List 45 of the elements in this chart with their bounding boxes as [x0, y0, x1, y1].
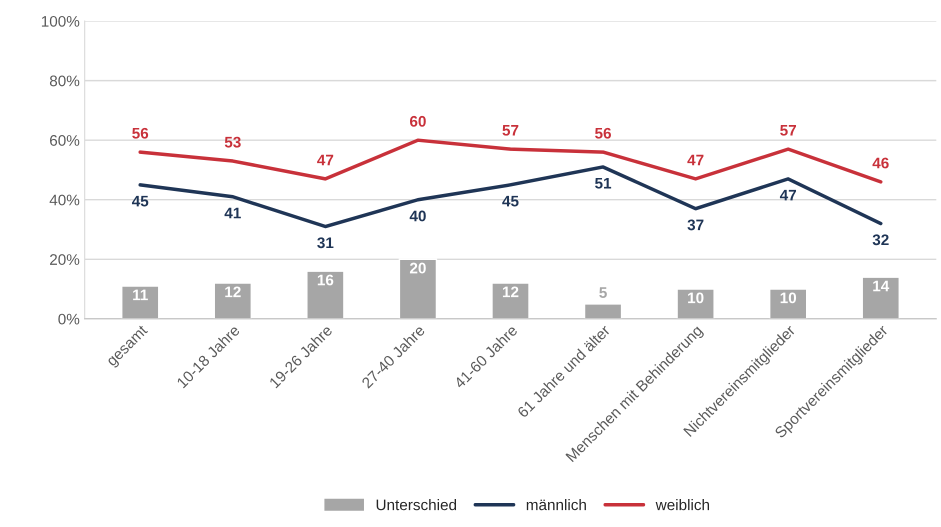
data-label: 20 — [410, 262, 426, 274]
y-tick-label: 40% — [50, 194, 80, 206]
data-label: 47 — [687, 154, 704, 166]
data-label: 56 — [132, 128, 148, 139]
data-label: 47 — [780, 190, 796, 200]
bar — [214, 282, 252, 319]
data-label: 5 — [599, 287, 607, 298]
y-tick-label: 20% — [50, 254, 80, 265]
bar — [306, 270, 345, 319]
data-label: 60 — [410, 116, 426, 127]
data-label: 57 — [502, 125, 518, 136]
data-label: 51 — [595, 178, 612, 189]
y-tick-label: 80% — [50, 76, 80, 86]
data-label: 14 — [873, 280, 890, 292]
data-label: 10 — [688, 292, 704, 304]
data-label: 12 — [502, 286, 518, 298]
data-label: 40 — [410, 210, 426, 222]
data-label: 53 — [224, 136, 241, 148]
data-label: 12 — [225, 286, 241, 298]
legend-label: männlich — [526, 499, 586, 510]
y-tick-label: 100% — [42, 16, 80, 27]
bar — [398, 258, 438, 319]
data-label: 11 — [133, 290, 148, 300]
data-label: 41 — [224, 208, 241, 218]
bar — [768, 288, 808, 319]
bar — [862, 276, 900, 319]
bar — [676, 288, 715, 319]
data-label: 37 — [687, 219, 704, 230]
data-label: 31 — [317, 237, 334, 248]
data-label: 56 — [595, 128, 612, 139]
bar — [584, 303, 622, 319]
data-label: 10 — [780, 292, 796, 304]
data-label: 16 — [318, 274, 334, 286]
legend-label: Unterschied — [376, 499, 456, 510]
y-tick-label: 0% — [58, 314, 80, 325]
legend-label: weiblich — [656, 499, 710, 510]
data-label: 45 — [502, 196, 519, 206]
data-label: 46 — [872, 158, 889, 168]
data-label: 45 — [132, 196, 148, 206]
data-label: 32 — [872, 234, 889, 246]
data-label: 47 — [317, 154, 334, 166]
bar — [121, 285, 160, 319]
bar — [491, 282, 530, 319]
data-label: 57 — [780, 125, 796, 136]
y-tick-label: 60% — [50, 135, 80, 146]
